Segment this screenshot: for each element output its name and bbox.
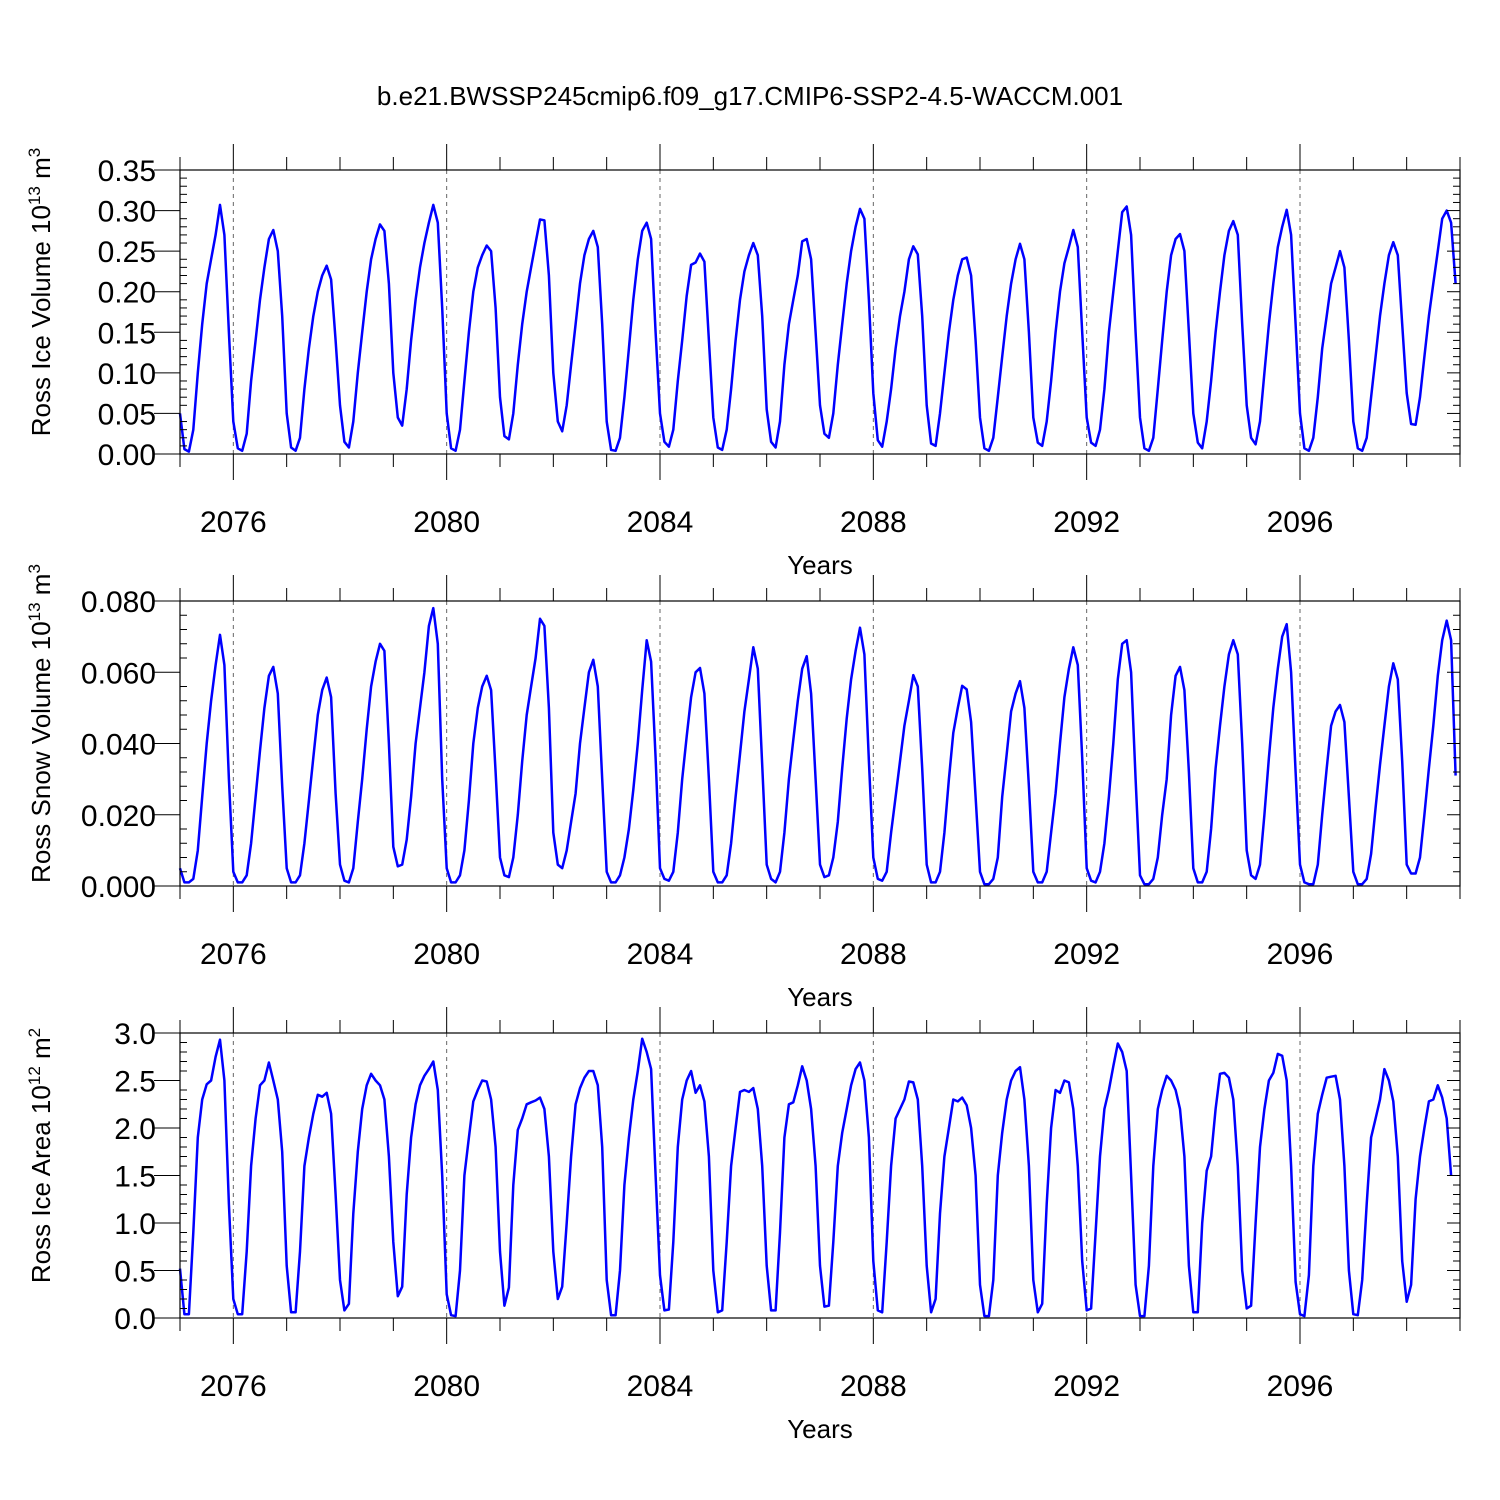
series-line-ice-area — [178, 1037, 1453, 1318]
y-tick-label: 2.5 — [114, 1066, 156, 1099]
y-tick-label: 3.0 — [114, 1018, 156, 1051]
x-tick-label: 2084 — [627, 938, 694, 971]
x-axis-title: Years — [787, 550, 853, 580]
x-tick-label: 2096 — [1267, 506, 1334, 539]
y-tick-label: 0.5 — [114, 1256, 156, 1289]
y-axis-title: Ross Ice Volume 1013 m3 — [25, 148, 56, 437]
y-tick-label: 0.35 — [98, 155, 156, 188]
y-tick-label: 0.15 — [98, 317, 156, 350]
panels: 2076 2080 2084 2088 2092 2096 0.00 0.05 0.10 0.15… — [25, 144, 1461, 1444]
x-tick-label: 2092 — [1053, 1370, 1120, 1403]
y-tick-label: 0.0 — [114, 1303, 156, 1336]
x-tick-label: 2076 — [200, 1370, 267, 1403]
y-tick-label: 0.10 — [98, 358, 156, 391]
y-tick-label: 0.30 — [98, 196, 156, 229]
x-axis-title: Years — [787, 982, 853, 1012]
panel-snow-volume: 2076 2080 2084 2088 2092 2096 0.000 0.020 0.040 0… — [25, 564, 1461, 1012]
x-tick-label: 2092 — [1053, 938, 1120, 971]
x-tick-label: 2092 — [1053, 506, 1120, 539]
y-tick-label: 0.25 — [98, 236, 156, 269]
y-tick-label: 0.00 — [98, 439, 156, 472]
panel-ice-area: 2076 2080 2084 2088 2092 2096 0.0 0.5 1.0 1.5 2.0 2… — [25, 1007, 1461, 1444]
y-tick-label: 0.000 — [81, 871, 156, 904]
x-tick-label: 2076 — [200, 938, 267, 971]
y-tick-label: 1.0 — [114, 1208, 156, 1241]
y-tick-label: 0.040 — [81, 729, 156, 762]
x-tick-label: 2080 — [413, 938, 480, 971]
x-tick-label: 2076 — [200, 506, 267, 539]
y-axis-title: Ross Ice Area 1012 m2 — [25, 1028, 56, 1283]
y-axis-title: Ross Snow Volume 1013 m3 — [25, 564, 56, 883]
x-tick-label: 2088 — [840, 1370, 907, 1403]
series-line-snow-volume — [178, 606, 1457, 886]
x-tick-label: 2080 — [413, 506, 480, 539]
y-tick-label: 1.5 — [114, 1161, 156, 1194]
x-axis-title: Years — [787, 1414, 853, 1444]
x-tick-label: 2084 — [627, 1370, 694, 1403]
y-tick-label: 0.020 — [81, 800, 156, 833]
x-tick-label: 2080 — [413, 1370, 480, 1403]
series-line-ice-volume — [178, 203, 1457, 453]
x-tick-label: 2088 — [840, 506, 907, 539]
panel-ice-volume: 2076 2080 2084 2088 2092 2096 0.00 0.05 0.10 0.15… — [25, 144, 1461, 580]
y-tick-label: 0.060 — [81, 657, 156, 690]
y-tick-label: 0.20 — [98, 277, 156, 310]
x-tick-label: 2096 — [1267, 1370, 1334, 1403]
x-tick-label: 2088 — [840, 938, 907, 971]
y-tick-label: 2.0 — [114, 1113, 156, 1146]
figure-title: b.e21.BWSSP245cmip6.f09_g17.CMIP6-SSP2-4… — [377, 81, 1123, 111]
y-tick-label: 0.05 — [98, 398, 156, 431]
x-tick-label: 2096 — [1267, 938, 1334, 971]
x-tick-label: 2084 — [627, 506, 694, 539]
y-tick-label: 0.080 — [81, 586, 156, 619]
